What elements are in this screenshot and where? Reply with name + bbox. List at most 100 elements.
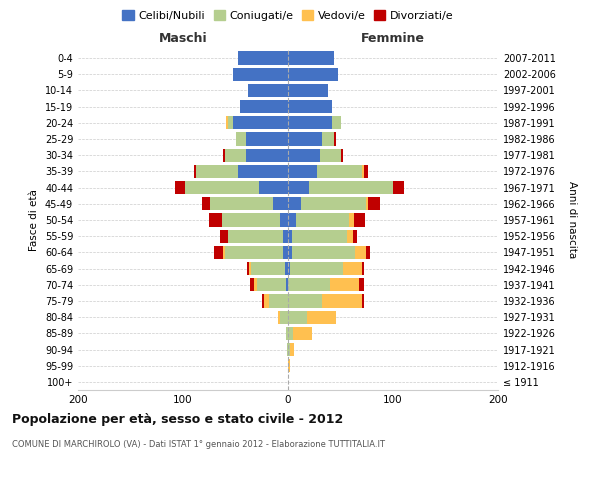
Bar bbox=[251, 262, 285, 275]
Bar bbox=[364, 165, 368, 178]
Bar bbox=[293, 326, 312, 340]
Bar bbox=[349, 214, 354, 226]
Bar bbox=[175, 181, 185, 194]
Bar bbox=[361, 262, 364, 275]
Bar bbox=[238, 165, 288, 178]
Bar bbox=[238, 52, 288, 64]
Bar bbox=[320, 148, 341, 162]
Bar bbox=[257, 278, 286, 291]
Bar bbox=[366, 197, 368, 210]
Bar bbox=[215, 246, 223, 259]
Text: Maschi: Maschi bbox=[158, 32, 208, 45]
Bar bbox=[334, 132, 337, 145]
Bar bbox=[288, 181, 309, 194]
Bar bbox=[288, 68, 338, 81]
Bar bbox=[288, 310, 307, 324]
Bar bbox=[223, 246, 225, 259]
Bar bbox=[250, 278, 254, 291]
Bar bbox=[343, 262, 361, 275]
Bar bbox=[330, 278, 359, 291]
Bar bbox=[262, 294, 264, 308]
Bar bbox=[277, 310, 280, 324]
Bar bbox=[264, 294, 269, 308]
Bar bbox=[259, 181, 288, 194]
Bar bbox=[283, 230, 288, 243]
Bar bbox=[285, 262, 288, 275]
Bar bbox=[288, 148, 320, 162]
Bar bbox=[196, 165, 238, 178]
Bar bbox=[283, 246, 288, 259]
Bar bbox=[286, 278, 288, 291]
Bar bbox=[202, 197, 210, 210]
Y-axis label: Anni di nascita: Anni di nascita bbox=[567, 182, 577, 258]
Bar bbox=[288, 343, 290, 356]
Bar bbox=[209, 214, 222, 226]
Bar bbox=[225, 246, 283, 259]
Bar bbox=[292, 246, 355, 259]
Bar bbox=[240, 100, 288, 114]
Bar bbox=[288, 294, 322, 308]
Text: COMUNE DI MARCHIROLO (VA) - Dati ISTAT 1° gennaio 2012 - Elaborazione TUTTITALIA: COMUNE DI MARCHIROLO (VA) - Dati ISTAT 1… bbox=[12, 440, 385, 449]
Bar bbox=[211, 197, 274, 210]
Bar bbox=[307, 310, 336, 324]
Bar bbox=[341, 148, 343, 162]
Bar bbox=[288, 278, 330, 291]
Bar bbox=[288, 197, 301, 210]
Text: Popolazione per età, sesso e stato civile - 2012: Popolazione per età, sesso e stato civil… bbox=[12, 412, 343, 426]
Bar bbox=[225, 148, 246, 162]
Bar bbox=[233, 68, 288, 81]
Y-axis label: Fasce di età: Fasce di età bbox=[29, 189, 39, 251]
Bar bbox=[288, 246, 292, 259]
Bar bbox=[359, 278, 364, 291]
Bar bbox=[274, 197, 288, 210]
Bar bbox=[222, 214, 280, 226]
Bar bbox=[235, 132, 246, 145]
Bar bbox=[296, 214, 349, 226]
Bar bbox=[301, 197, 366, 210]
Bar bbox=[355, 246, 366, 259]
Bar bbox=[254, 278, 257, 291]
Bar bbox=[309, 181, 393, 194]
Legend: Celibi/Nubili, Coniugati/e, Vedovi/e, Divorziati/e: Celibi/Nubili, Coniugati/e, Vedovi/e, Di… bbox=[120, 8, 456, 23]
Bar bbox=[288, 214, 296, 226]
Bar bbox=[246, 148, 288, 162]
Bar bbox=[233, 116, 288, 130]
Bar bbox=[226, 116, 228, 130]
Bar bbox=[280, 310, 288, 324]
Bar bbox=[228, 230, 283, 243]
Bar bbox=[288, 262, 290, 275]
Bar bbox=[322, 132, 334, 145]
Bar bbox=[223, 148, 225, 162]
Bar bbox=[361, 294, 364, 308]
Bar bbox=[317, 165, 361, 178]
Bar bbox=[288, 165, 317, 178]
Bar bbox=[288, 132, 322, 145]
Bar bbox=[288, 84, 328, 97]
Bar bbox=[220, 230, 228, 243]
Bar bbox=[322, 294, 362, 308]
Bar bbox=[193, 165, 196, 178]
Bar bbox=[290, 343, 295, 356]
Bar bbox=[288, 359, 290, 372]
Bar bbox=[354, 214, 365, 226]
Bar bbox=[347, 230, 353, 243]
Bar bbox=[332, 116, 341, 130]
Text: Femmine: Femmine bbox=[361, 32, 425, 45]
Bar bbox=[361, 165, 364, 178]
Bar bbox=[246, 132, 288, 145]
Bar bbox=[287, 343, 288, 356]
Bar bbox=[366, 246, 370, 259]
Bar bbox=[247, 262, 249, 275]
Bar bbox=[368, 197, 380, 210]
Bar bbox=[288, 326, 293, 340]
Bar bbox=[288, 116, 332, 130]
Bar bbox=[290, 262, 343, 275]
Bar bbox=[393, 181, 404, 194]
Bar bbox=[292, 230, 347, 243]
Bar bbox=[249, 262, 251, 275]
Bar bbox=[185, 181, 259, 194]
Bar bbox=[269, 294, 288, 308]
Bar bbox=[353, 230, 358, 243]
Bar bbox=[288, 230, 292, 243]
Bar bbox=[280, 214, 288, 226]
